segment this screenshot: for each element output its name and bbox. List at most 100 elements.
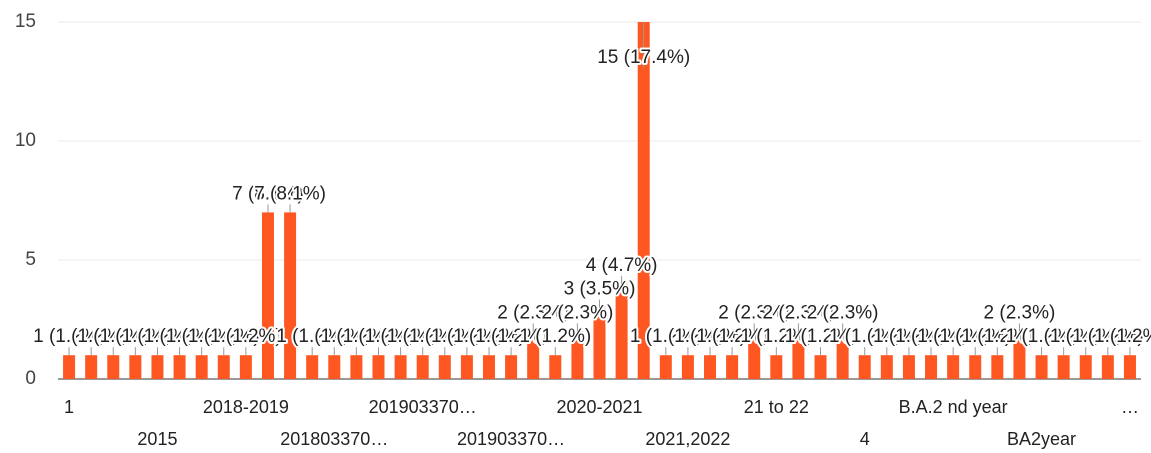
data-label: 1 (1.2%) xyxy=(1028,326,1100,347)
data-label: 1 (1.2%) xyxy=(166,326,238,347)
data-label: 1 (1.2%) xyxy=(55,326,127,347)
data-label: 1 (1.2%) xyxy=(740,326,812,347)
x-tick-label: … xyxy=(1121,397,1139,417)
bar xyxy=(836,331,849,379)
bar xyxy=(63,355,76,379)
bar xyxy=(151,355,164,379)
x-tick-label: 2015 xyxy=(137,429,177,449)
y-tick-label: 0 xyxy=(25,368,36,389)
data-label: 1 (1.2%) xyxy=(431,326,503,347)
data-label: 1 (1.2%) xyxy=(1006,326,1078,347)
x-tick-label: 201903370… xyxy=(457,429,565,449)
bar xyxy=(991,355,1004,379)
x-tick-label: 2020-2021 xyxy=(556,397,642,417)
data-label: 1 (1.2%) xyxy=(829,326,901,347)
data-label: 1 (1.2%) xyxy=(696,326,768,347)
y-tick-label: 15 xyxy=(15,11,36,32)
bar xyxy=(814,355,827,379)
data-label: 1 (1.2%) xyxy=(785,326,857,347)
data-label: 1 (1.2%) xyxy=(33,326,105,347)
data-label: 2 (2.3%) xyxy=(541,302,613,323)
bar xyxy=(107,355,120,379)
data-label: 1 (1.2%) xyxy=(320,326,392,347)
bar xyxy=(947,355,960,379)
bar xyxy=(770,355,783,379)
data-label: 1 (1.2%) xyxy=(961,326,1033,347)
bar xyxy=(505,355,518,379)
bar xyxy=(217,355,230,379)
bar xyxy=(195,355,208,379)
data-label: 1 (1.2%) xyxy=(99,326,171,347)
data-label: 2 (2.3%) xyxy=(718,302,790,323)
data-label: 1 (1.2%) xyxy=(674,326,746,347)
data-label: 1 (1.2%) xyxy=(409,326,481,347)
bar xyxy=(527,331,540,379)
x-tick-label: 4 xyxy=(860,429,870,449)
data-label: 1 (1.2%) xyxy=(519,326,591,347)
bar xyxy=(306,355,319,379)
bar xyxy=(239,355,252,379)
bar xyxy=(858,355,871,379)
data-label: 2 (2.3%) xyxy=(763,302,835,323)
bar xyxy=(1101,355,1114,379)
data-label: 1 (1.2%) xyxy=(939,326,1011,347)
data-label: 1 (1.2%) xyxy=(917,326,989,347)
bar xyxy=(1013,331,1026,379)
data-label: 4 (4.7%) xyxy=(586,255,658,276)
bar xyxy=(1123,355,1136,379)
bar xyxy=(549,355,562,379)
data-label: 1 (1.2%) xyxy=(895,326,967,347)
x-tick-label: BA2year xyxy=(1007,429,1076,449)
data-label: 1 (1.2%) xyxy=(851,326,923,347)
data-label: 1 (1.2%) xyxy=(210,326,282,347)
data-label: 1 (1.2%) xyxy=(276,326,348,347)
bar xyxy=(681,355,694,379)
data-label: 1 (1.2%) xyxy=(343,326,415,347)
bar xyxy=(85,355,98,379)
data-label: 3 (3.5%) xyxy=(564,279,636,300)
bar xyxy=(328,355,341,379)
bar xyxy=(438,355,451,379)
data-label: 1 (1.2%) xyxy=(652,326,724,347)
data-label: 1 (1.2%) xyxy=(1072,326,1144,347)
y-tick-label: 10 xyxy=(15,130,36,151)
data-label: 1 (1.2%) xyxy=(387,326,459,347)
bar xyxy=(129,355,142,379)
data-label: 2 (2.3%) xyxy=(807,302,879,323)
bar xyxy=(615,283,628,379)
bar xyxy=(482,355,495,379)
bar xyxy=(659,355,672,379)
data-label: 1 (1.2%) xyxy=(77,326,149,347)
bar xyxy=(637,22,650,379)
bar xyxy=(460,355,473,379)
data-label: 2 (2.3%) xyxy=(984,302,1056,323)
data-label: 1 (1.2%) xyxy=(365,326,437,347)
x-tick-label: 201803370… xyxy=(280,429,388,449)
bar xyxy=(571,331,584,379)
x-tick-label: 201903370… xyxy=(369,397,477,417)
bar xyxy=(284,212,297,379)
bar xyxy=(350,355,363,379)
data-label: 7 (8.1%) xyxy=(254,183,326,204)
data-label: 1 (1.2%) xyxy=(298,326,370,347)
x-tick-label: B.A.2 nd year xyxy=(899,397,1008,417)
data-label: 2 (2.3%) xyxy=(497,302,569,323)
bar xyxy=(261,212,274,379)
x-tick-label: 1 xyxy=(64,397,74,417)
bar xyxy=(416,355,429,379)
bar xyxy=(726,355,739,379)
data-label: 1 (1.2%) xyxy=(873,326,945,347)
bar xyxy=(969,355,982,379)
data-label: 1 (1.2%) xyxy=(453,326,525,347)
data-label: 1 (1.2%) xyxy=(144,326,216,347)
bar xyxy=(372,355,385,379)
data-label: 1 (1.2%) xyxy=(188,326,260,347)
data-label: 15 (17.4%) xyxy=(597,47,690,68)
data-label: 1 (1.2%) xyxy=(630,326,702,347)
data-label: 1 (1.2%) xyxy=(1050,326,1122,347)
data-label: 1 (1.2%) xyxy=(1094,326,1151,347)
y-tick-label: 5 xyxy=(25,249,36,270)
data-label: 1 (1.2%) xyxy=(475,326,547,347)
bar xyxy=(704,355,717,379)
bar xyxy=(593,307,606,379)
